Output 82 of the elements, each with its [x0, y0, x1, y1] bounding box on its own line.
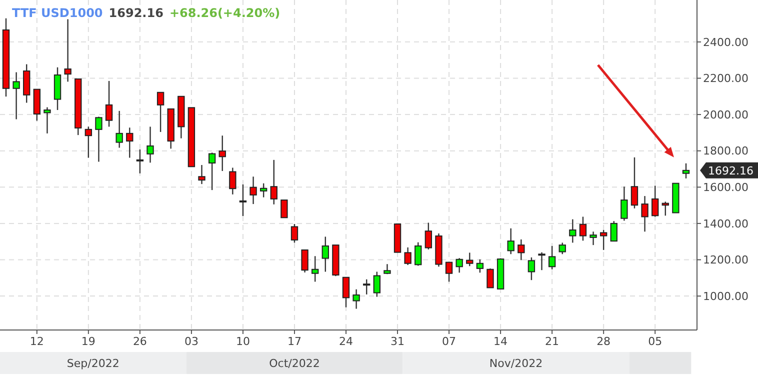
x-tick-label: 21 — [545, 335, 560, 348]
y-tick-label: 1800.00 — [703, 144, 748, 158]
candlestick — [466, 252, 474, 267]
x-tick-label: 10 — [236, 335, 250, 348]
candlestick — [218, 134, 226, 172]
candlestick — [126, 127, 134, 158]
x-tick-label: 07 — [442, 335, 456, 348]
candlestick — [322, 236, 329, 272]
x-tick-label: 12 — [30, 335, 44, 348]
x-tick-label: 31 — [390, 335, 405, 348]
candlestick — [590, 231, 597, 246]
candlestick — [404, 246, 412, 266]
candlestick — [270, 159, 278, 205]
text: TTF USD1000 — [12, 6, 103, 20]
candlestick — [558, 242, 566, 255]
candlestick — [579, 216, 587, 242]
candlestick — [662, 201, 669, 216]
candlestick — [682, 162, 690, 180]
y-tick-label: 1400.00 — [703, 217, 748, 230]
candlestick — [23, 64, 30, 104]
candlestick — [156, 92, 164, 133]
candlestick — [352, 288, 360, 310]
candlestick — [630, 156, 638, 209]
candlestick — [105, 80, 113, 128]
month-panel: Sep/2022 — [0, 352, 186, 374]
candlestick — [250, 176, 257, 205]
y-tick-label: 2000.00 — [703, 108, 748, 122]
candlestick — [64, 18, 72, 82]
x-tick-label: 24 — [339, 335, 353, 348]
candlestick — [641, 195, 648, 232]
y-tick-label: 1200.00 — [703, 254, 748, 267]
candlestick — [136, 148, 144, 174]
candlestick — [518, 238, 525, 261]
candlestick — [312, 256, 319, 282]
candlestick — [363, 278, 370, 296]
x-tick-label: 19 — [81, 335, 96, 348]
candlestick — [569, 218, 576, 244]
y-tick-label: 1600.00 — [703, 180, 748, 194]
x-tick-label: 14 — [494, 335, 508, 348]
candlestick — [84, 126, 92, 158]
candlestick — [239, 184, 247, 217]
candlestick — [208, 152, 216, 191]
candlestick — [414, 242, 422, 266]
x-tick-label: 05 — [648, 335, 662, 348]
candlestick — [44, 106, 51, 134]
candlestick — [507, 228, 514, 255]
candlestick — [538, 252, 546, 271]
candlestick — [280, 200, 288, 218]
candlestick — [610, 220, 618, 242]
candlestick — [424, 222, 432, 250]
price-tag: 1692.16 — [700, 162, 758, 178]
x-tick-label: 26 — [132, 335, 147, 348]
candlestick — [146, 126, 154, 164]
candlestick — [12, 72, 20, 120]
candlestick — [548, 245, 556, 270]
candlestick — [528, 256, 536, 281]
candlestick — [652, 185, 659, 218]
candlestick — [476, 258, 484, 274]
candlestick — [301, 249, 308, 274]
candlestick — [486, 268, 494, 288]
candlestick — [229, 167, 236, 196]
x-tick-label: 03 — [184, 335, 198, 348]
candlestick — [342, 276, 350, 308]
candlestick — [260, 182, 268, 198]
candlestick — [116, 110, 123, 148]
candlestick — [95, 116, 102, 162]
text: 1692.16 — [108, 6, 164, 20]
candlestick — [198, 164, 206, 185]
y-tick-label: 2200.00 — [703, 72, 748, 86]
candlestick — [620, 186, 628, 222]
month-panel: Oct/2022 — [186, 352, 403, 374]
y-tick-label: 1000.00 — [703, 290, 748, 303]
x-tick-label: 28 — [596, 335, 611, 348]
candlestick — [600, 229, 608, 251]
candlestick — [445, 262, 453, 282]
y-tick-label: 2400.00 — [703, 36, 748, 49]
month-panel: Nov/2022 — [402, 352, 630, 374]
candlestick — [373, 271, 380, 298]
annotation: +68.26(+4.20%) — [169, 6, 280, 20]
x-tick-label: 17 — [287, 335, 302, 348]
candlestick — [290, 223, 298, 244]
candlestick — [456, 258, 463, 274]
